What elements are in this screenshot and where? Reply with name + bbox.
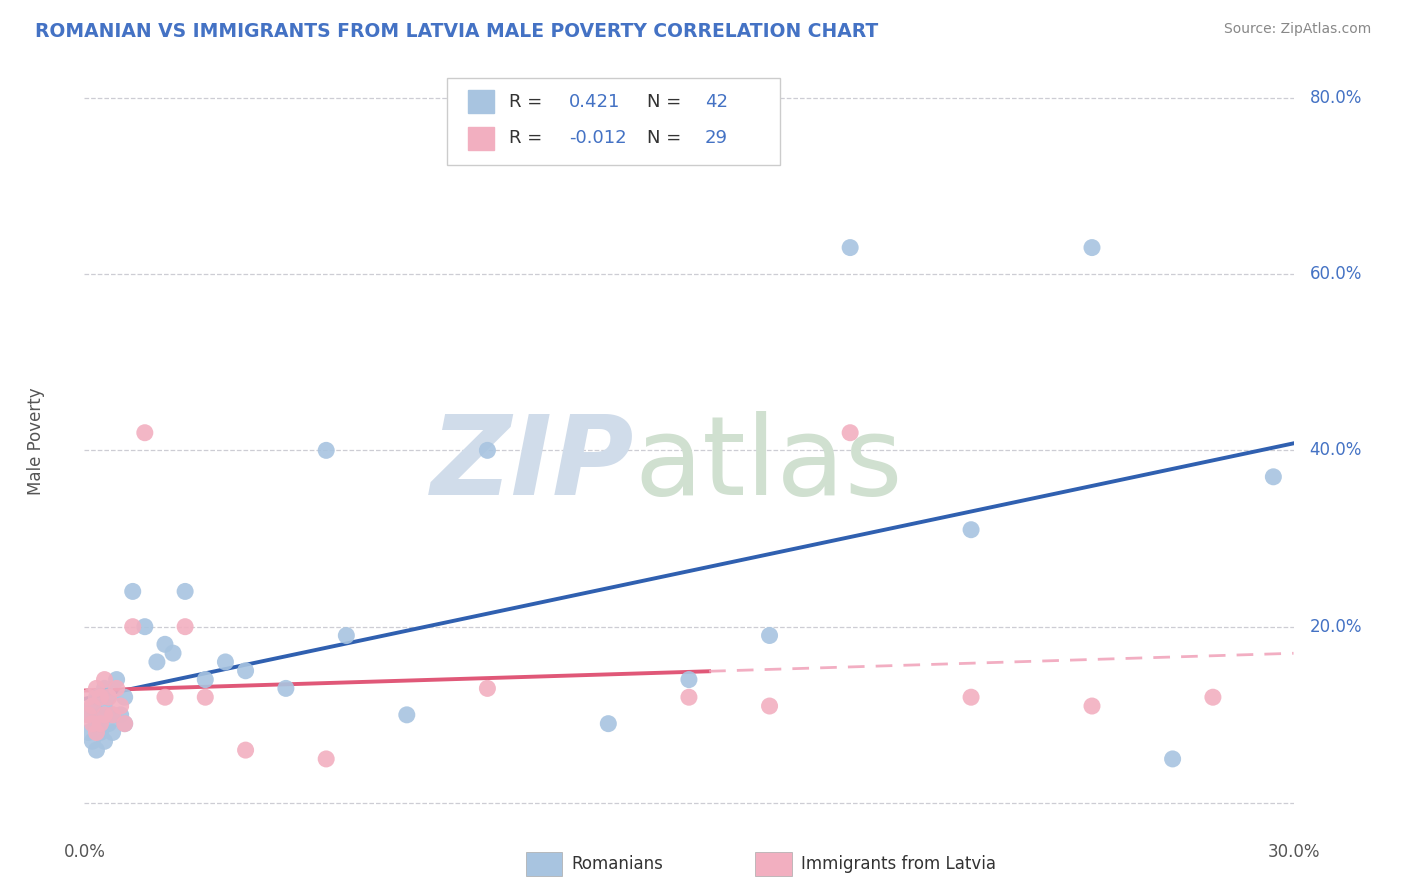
Point — [89, 716, 111, 731]
Point — [839, 425, 862, 440]
Point — [105, 681, 128, 696]
Point — [194, 673, 217, 687]
Text: 0.0%: 0.0% — [63, 843, 105, 861]
Point — [89, 725, 111, 739]
Text: Male Poverty: Male Poverty — [27, 388, 45, 495]
Text: N =: N = — [647, 129, 681, 147]
Point — [960, 690, 983, 705]
Point — [82, 734, 104, 748]
Point — [93, 673, 115, 687]
Point — [77, 707, 100, 722]
Point — [1081, 241, 1104, 255]
Text: atlas: atlas — [634, 411, 903, 517]
Point — [86, 690, 108, 705]
Text: 29: 29 — [704, 129, 728, 147]
Point — [82, 699, 104, 714]
Point — [153, 637, 176, 651]
Text: 0.421: 0.421 — [569, 93, 620, 111]
Point — [101, 725, 124, 739]
Point — [134, 425, 156, 440]
Point — [315, 443, 337, 458]
Text: Source: ZipAtlas.com: Source: ZipAtlas.com — [1223, 22, 1371, 37]
Point — [335, 628, 357, 642]
Text: 20.0%: 20.0% — [1309, 617, 1362, 636]
Text: 42: 42 — [704, 93, 728, 111]
FancyBboxPatch shape — [447, 78, 780, 165]
Point — [110, 699, 132, 714]
Point — [1263, 470, 1285, 484]
Point — [93, 707, 115, 722]
Point — [97, 690, 120, 705]
Point — [121, 584, 143, 599]
Point — [174, 620, 197, 634]
Bar — [468, 90, 495, 113]
Text: Immigrants from Latvia: Immigrants from Latvia — [801, 855, 997, 873]
Point — [1161, 752, 1184, 766]
Text: Romanians: Romanians — [572, 855, 664, 873]
Point — [214, 655, 236, 669]
Text: 30.0%: 30.0% — [1267, 843, 1320, 861]
Point — [839, 241, 862, 255]
Bar — [755, 852, 792, 876]
Point — [86, 716, 108, 731]
Point — [77, 690, 100, 705]
Point — [93, 734, 115, 748]
Point — [598, 716, 620, 731]
Point — [93, 699, 115, 714]
Point — [235, 664, 257, 678]
Text: ZIP: ZIP — [432, 411, 634, 517]
Point — [82, 699, 104, 714]
Point — [89, 707, 111, 722]
Point — [110, 707, 132, 722]
Point — [395, 707, 418, 722]
Point — [146, 655, 169, 669]
Bar — [526, 852, 562, 876]
Point — [678, 673, 700, 687]
Point — [134, 620, 156, 634]
Text: 80.0%: 80.0% — [1309, 88, 1362, 107]
Point — [114, 716, 136, 731]
Point — [82, 716, 104, 731]
Point — [114, 690, 136, 705]
Point — [77, 707, 100, 722]
Point — [1081, 699, 1104, 714]
Point — [97, 716, 120, 731]
Point — [114, 716, 136, 731]
Point — [315, 752, 337, 766]
Point — [86, 743, 108, 757]
Point — [86, 681, 108, 696]
Point — [77, 725, 100, 739]
Point — [1202, 690, 1225, 705]
Bar — [468, 127, 495, 150]
Point — [678, 690, 700, 705]
Text: 40.0%: 40.0% — [1309, 442, 1362, 459]
Point — [121, 620, 143, 634]
Point — [274, 681, 297, 696]
Point — [105, 673, 128, 687]
Point — [960, 523, 983, 537]
Text: ROMANIAN VS IMMIGRANTS FROM LATVIA MALE POVERTY CORRELATION CHART: ROMANIAN VS IMMIGRANTS FROM LATVIA MALE … — [35, 22, 879, 41]
Text: R =: R = — [509, 93, 543, 111]
Point — [174, 584, 197, 599]
Point — [89, 690, 111, 705]
Point — [101, 707, 124, 722]
Text: -0.012: -0.012 — [569, 129, 627, 147]
Point — [153, 690, 176, 705]
Point — [162, 646, 184, 660]
Point — [477, 443, 499, 458]
Text: R =: R = — [509, 129, 543, 147]
Point — [477, 681, 499, 696]
Text: N =: N = — [647, 93, 681, 111]
Point — [86, 725, 108, 739]
Point — [93, 681, 115, 696]
Text: 60.0%: 60.0% — [1309, 265, 1362, 283]
Point — [194, 690, 217, 705]
Point — [97, 690, 120, 705]
Point — [758, 699, 780, 714]
Point — [235, 743, 257, 757]
Point — [758, 628, 780, 642]
Point — [101, 707, 124, 722]
